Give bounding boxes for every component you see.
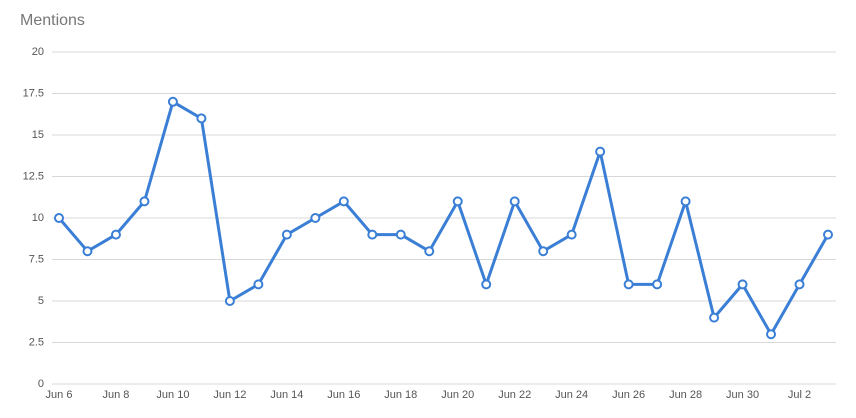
y-tick-label: 2.5 [29, 336, 44, 348]
x-tick-label: Jun 24 [555, 389, 588, 401]
data-point [338, 196, 349, 207]
y-tick-label: 15 [32, 129, 44, 141]
x-tick-label: Jul 2 [788, 389, 811, 401]
y-tick-label: 0 [38, 378, 44, 390]
x-tick-label: Jun 10 [156, 389, 189, 401]
data-point [110, 229, 121, 240]
data-point [281, 229, 292, 240]
data-point [481, 279, 492, 290]
data-point [167, 96, 178, 107]
x-tick-label: Jun 6 [46, 389, 73, 401]
x-tick-label: Jun 30 [726, 389, 759, 401]
data-point [509, 196, 520, 207]
y-tick-label: 10 [32, 212, 44, 224]
data-point [424, 246, 435, 257]
data-point [196, 113, 207, 124]
x-tick-label: Jun 28 [669, 389, 702, 401]
x-tick-label: Jun 26 [612, 389, 645, 401]
data-point [652, 279, 663, 290]
data-point [680, 196, 691, 207]
x-tick-label: Jun 22 [498, 389, 531, 401]
data-point [595, 146, 606, 157]
data-point [823, 229, 833, 240]
data-point [452, 196, 463, 207]
y-tick-label: 20 [32, 46, 44, 58]
x-tick-label: Jun 14 [270, 389, 303, 401]
data-point [54, 213, 64, 223]
data-point [82, 246, 93, 257]
data-point [794, 279, 805, 290]
y-tick-label: 5 [38, 295, 44, 307]
data-point [310, 213, 321, 223]
data-point [623, 279, 634, 290]
data-point [737, 279, 748, 290]
x-tick-label: Jun 18 [384, 389, 417, 401]
data-point [538, 246, 549, 257]
x-tick-label: Jun 12 [213, 389, 246, 401]
data-point [709, 312, 720, 323]
data-point [224, 296, 235, 306]
x-tick-label: Jun 20 [441, 389, 474, 401]
data-line [57, 100, 830, 336]
data-point [139, 196, 150, 207]
x-tick-label: Jun 16 [327, 389, 360, 401]
data-point [766, 329, 777, 340]
data-point [395, 229, 406, 240]
x-tick-label: Jun 8 [103, 389, 130, 401]
data-point [367, 229, 378, 240]
y-tick-label: 12.5 [23, 170, 44, 182]
y-tick-label: 7.5 [29, 253, 44, 265]
chart-title: Mentions [20, 12, 85, 29]
data-point [253, 279, 264, 290]
data-point [566, 229, 577, 240]
y-tick-label: 17.5 [23, 87, 44, 99]
